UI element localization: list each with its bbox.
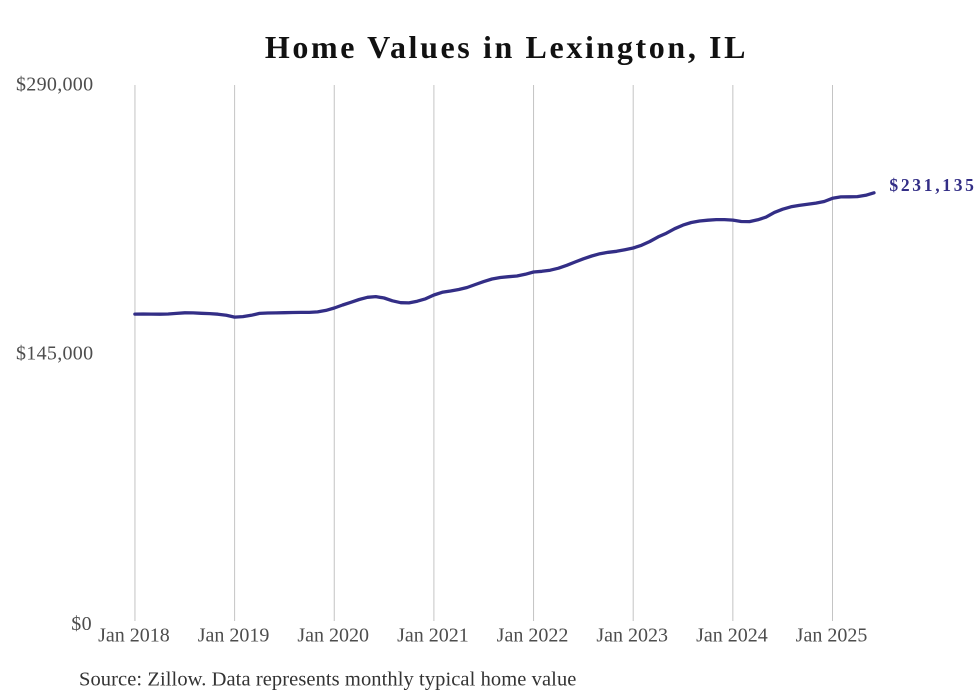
svg-text:Source: Zillow. Data represent: Source: Zillow. Data represents monthly … <box>79 668 576 690</box>
svg-text:$145,000: $145,000 <box>16 342 93 364</box>
svg-text:$290,000: $290,000 <box>16 74 93 96</box>
svg-text:Home Values in Lexington, IL: Home Values in Lexington, IL <box>265 29 748 65</box>
svg-text:Jan 2025: Jan 2025 <box>796 624 868 646</box>
svg-text:Jan 2021: Jan 2021 <box>397 624 469 646</box>
svg-text:Jan 2019: Jan 2019 <box>198 624 270 646</box>
svg-text:$231,135: $231,135 <box>889 175 976 195</box>
svg-text:Jan 2018: Jan 2018 <box>98 624 170 646</box>
svg-text:Jan 2024: Jan 2024 <box>696 624 768 646</box>
svg-text:$0: $0 <box>71 613 92 635</box>
svg-text:Jan 2023: Jan 2023 <box>596 624 668 646</box>
svg-text:Jan 2020: Jan 2020 <box>297 624 369 646</box>
svg-text:Jan 2022: Jan 2022 <box>497 624 569 646</box>
